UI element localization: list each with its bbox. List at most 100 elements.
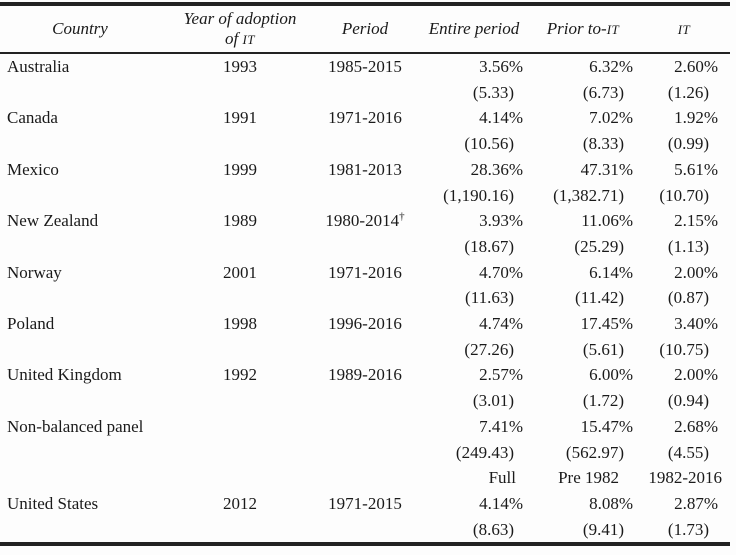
empty-cell xyxy=(0,388,410,414)
table-row-united-kingdom: United Kingdom 1992 1989-2016 2.57% 6.00… xyxy=(0,362,730,388)
it-stat-cell: (0.99) xyxy=(667,134,709,154)
prior-to-it-cell: 6.14% xyxy=(589,262,633,282)
year-cell: 1998 xyxy=(223,314,257,334)
it-stat-cell: (4.55) xyxy=(667,442,709,462)
entire-period-cell: 28.36% xyxy=(470,159,523,179)
year-cell: 1991 xyxy=(223,108,257,128)
header-label: Country xyxy=(52,19,108,38)
header-label-line1: Year of adoption xyxy=(183,8,297,28)
year-cell: 1989 xyxy=(223,211,257,231)
prior-to-it-cell: 17.45% xyxy=(580,314,633,334)
table-row-united-states-stats: (8.63) (9.41) (1.73) xyxy=(0,517,730,545)
it-cell: 1.92% xyxy=(674,108,718,128)
prior-to-it-stat-cell: (5.61) xyxy=(582,339,624,359)
table-row-new-zealand: New Zealand 1989 1980-2014† 3.93% 11.06%… xyxy=(0,208,730,234)
it-cell: 2.87% xyxy=(674,493,718,513)
it-cell: 2.68% xyxy=(674,416,718,436)
entire-period-cell: 3.93% xyxy=(479,211,523,231)
it-stat-cell: (10.75) xyxy=(659,339,709,359)
entire-period-stat-cell: (27.26) xyxy=(464,339,514,359)
year-cell: 2012 xyxy=(223,493,257,513)
period-cell: 1980-2014† xyxy=(325,210,405,231)
prior-to-it-cell: 6.00% xyxy=(589,365,633,385)
country-cell: Canada xyxy=(7,108,58,128)
it-stat-cell: (10.70) xyxy=(659,185,709,205)
year-cell: 1999 xyxy=(223,159,257,179)
it-cell: 5.61% xyxy=(674,159,718,179)
period-cell: 1971-2016 xyxy=(328,262,402,282)
entire-period-stat-cell: (249.43) xyxy=(455,442,514,462)
empty-cell xyxy=(0,517,410,545)
empty-cell xyxy=(0,465,410,491)
empty-cell xyxy=(0,131,410,157)
table-header: Country Year of adoption of IT Period En… xyxy=(0,4,730,54)
it-cell: 2.60% xyxy=(674,57,718,76)
table-row-united-states: United States 2012 1971-2015 4.14% 8.08%… xyxy=(0,491,730,517)
period-cell: 1971-2016 xyxy=(328,108,402,128)
entire-period-stat-cell: (10.56) xyxy=(464,134,514,154)
it-stat-cell: (1.13) xyxy=(667,236,709,256)
table-row-norway: Norway 2001 1971-2016 4.70% 6.14% 2.00% xyxy=(0,260,730,286)
prior-to-it-stat-cell: (562.97) xyxy=(565,442,624,462)
entire-period-cell: 2.57% xyxy=(479,365,523,385)
prior-to-it-stat-cell: (9.41) xyxy=(582,519,624,539)
table-row-poland-stats: (27.26) (5.61) (10.75) xyxy=(0,337,730,363)
prior-to-it-cell: 15.47% xyxy=(580,416,633,436)
prior-to-it-cell: 8.08% xyxy=(589,493,633,513)
country-cell: United States xyxy=(7,493,99,513)
col-header-year-of-adoption: Year of adoption of IT xyxy=(160,4,320,54)
subheader-1982-2016-cell: 1982-2016 xyxy=(648,468,722,488)
subheader-pre1982-cell: Pre 1982 xyxy=(558,468,619,488)
prior-to-it-stat-cell: (6.73) xyxy=(582,82,624,102)
prior-to-it-cell: 11.06% xyxy=(581,211,633,231)
table-row-norway-stats: (11.63) (11.42) (0.87) xyxy=(0,285,730,311)
empty-cell xyxy=(0,183,410,209)
empty-cell xyxy=(0,80,410,106)
header-label-line2: of IT xyxy=(224,28,256,48)
table-row-non-balanced-panel: Non-balanced panel 7.41% 15.47% 2.68% xyxy=(0,414,730,440)
period-cell xyxy=(320,414,410,440)
smallcaps-it: IT xyxy=(606,21,620,37)
country-cell: Mexico xyxy=(7,159,59,179)
entire-period-cell: 3.56% xyxy=(479,57,523,76)
it-stat-cell: (0.87) xyxy=(667,288,709,308)
year-cell xyxy=(160,414,320,440)
country-cell: Australia xyxy=(7,57,70,76)
col-header-prior-to-it: Prior to-IT xyxy=(528,4,638,54)
it-stat-cell: (1.26) xyxy=(667,82,709,102)
table-row-mexico-stats: (1,190.16) (1,382.71) (10.70) xyxy=(0,183,730,209)
it-adoption-table: Country Year of adoption of IT Period En… xyxy=(0,2,730,547)
entire-period-cell: 4.14% xyxy=(479,108,523,128)
entire-period-stat-cell: (3.01) xyxy=(472,391,514,411)
col-header-entire-period: Entire period xyxy=(410,4,528,54)
year-cell: 1992 xyxy=(223,365,257,385)
table-body: Australia 1993 1985-2015 3.56% 6.32% 2.6… xyxy=(0,53,730,544)
prior-to-it-stat-cell: (1.72) xyxy=(582,391,624,411)
table-row-new-zealand-stats: (18.67) (25.29) (1.13) xyxy=(0,234,730,260)
smallcaps-it: IT xyxy=(677,21,691,37)
dagger-footnote-marker: † xyxy=(399,210,405,223)
period-cell: 1981-2013 xyxy=(328,159,402,179)
table-row-canada: Canada 1991 1971-2016 4.14% 7.02% 1.92% xyxy=(0,105,730,131)
country-cell: Poland xyxy=(7,314,55,334)
empty-cell xyxy=(0,285,410,311)
col-header-country: Country xyxy=(0,4,160,54)
smallcaps-it: IT xyxy=(242,31,256,47)
period-cell: 1996-2016 xyxy=(328,314,402,334)
period-cell: 1989-2016 xyxy=(328,365,402,385)
header-row: Country Year of adoption of IT Period En… xyxy=(0,4,730,54)
prior-to-it-cell: 7.02% xyxy=(589,108,633,128)
col-header-it: IT xyxy=(638,4,730,54)
empty-cell xyxy=(0,337,410,363)
table-row-australia: Australia 1993 1985-2015 3.56% 6.32% 2.6… xyxy=(0,53,730,80)
year-cell: 1993 xyxy=(223,57,257,76)
entire-period-stat-cell: (5.33) xyxy=(472,82,514,102)
table-row-united-kingdom-stats: (3.01) (1.72) (0.94) xyxy=(0,388,730,414)
entire-period-cell: 4.74% xyxy=(479,314,523,334)
it-cell: 3.40% xyxy=(674,314,718,334)
subheader-full-cell: Full xyxy=(488,468,516,488)
table-row-us-subheader: Full Pre 1982 1982-2016 xyxy=(0,465,730,491)
country-cell: United Kingdom xyxy=(7,365,122,385)
empty-cell xyxy=(0,234,410,260)
